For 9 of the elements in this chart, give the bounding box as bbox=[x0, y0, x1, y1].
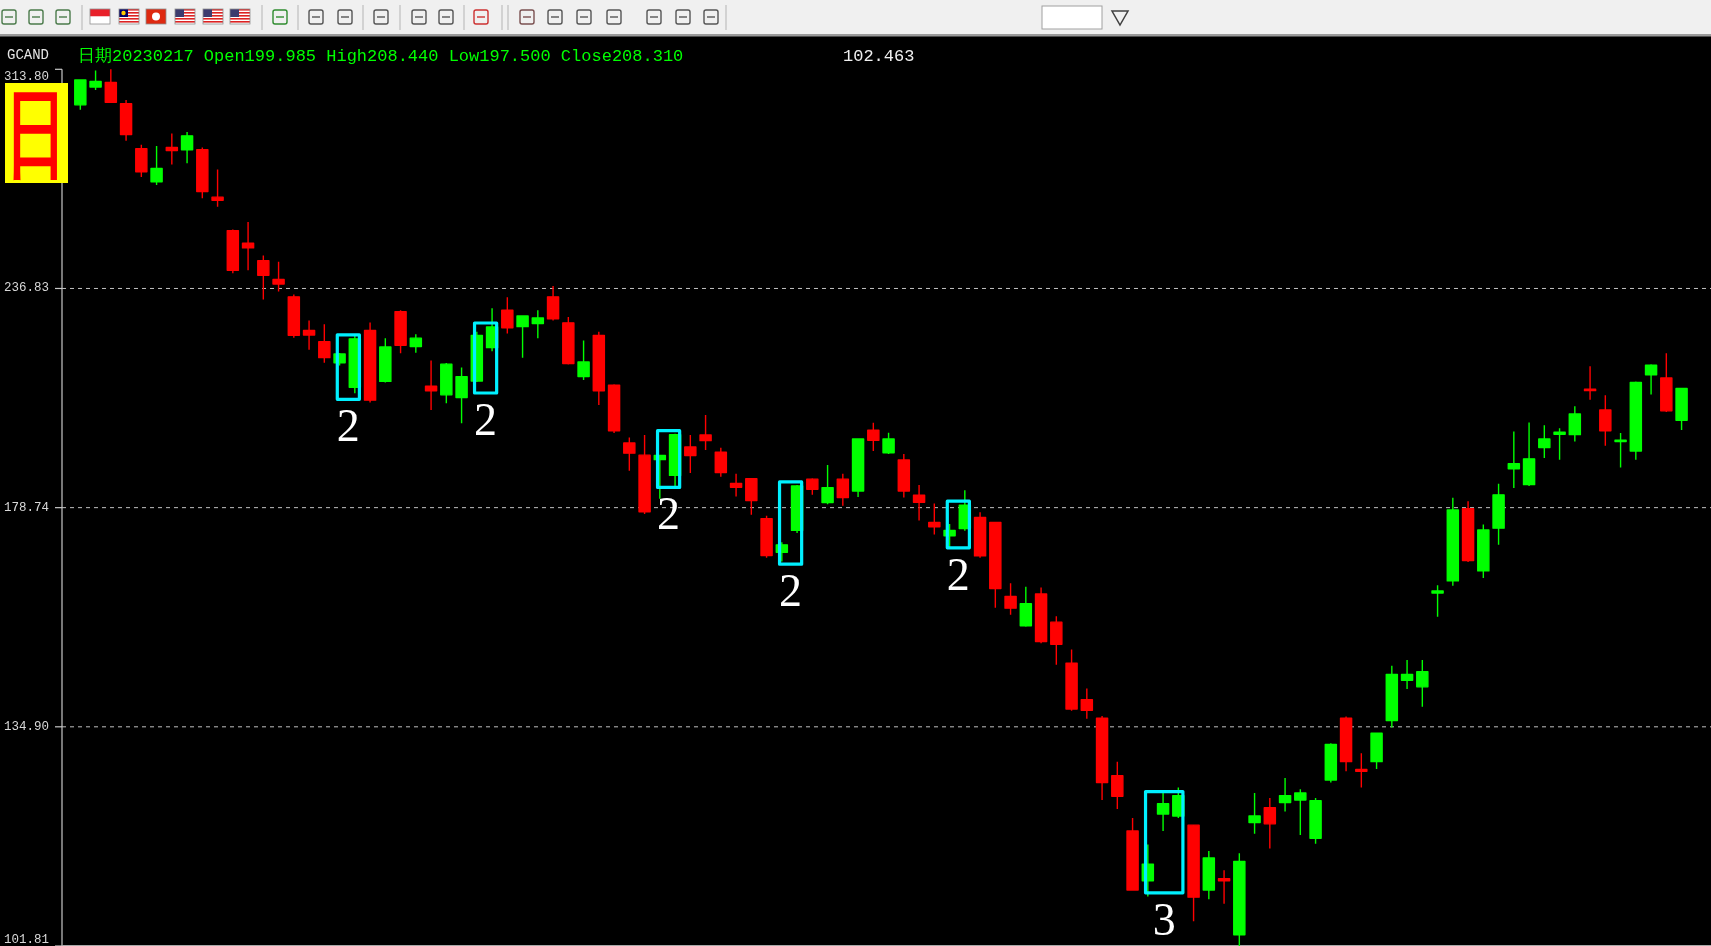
annotation: 2 bbox=[336, 400, 360, 452]
title: GCAND bbox=[7, 46, 49, 63]
annotation: 102.463 bbox=[843, 47, 915, 66]
annotation: 3 bbox=[1152, 893, 1176, 945]
annotation: 2 bbox=[474, 394, 498, 445]
annotation: 2 bbox=[946, 548, 970, 600]
subtitle: 日期20230217 Open199.985 High208.440 Low197.500 Close208.310 bbox=[78, 47, 684, 66]
annotation: 2 bbox=[779, 565, 803, 617]
annotation: 2 bbox=[657, 488, 681, 540]
